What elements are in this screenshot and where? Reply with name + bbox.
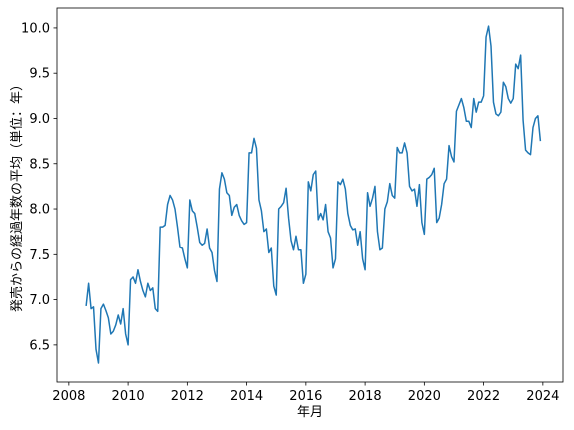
data-line <box>85 25 542 364</box>
y-tick-label: 9.0 <box>29 112 50 127</box>
plot-frame <box>56 7 564 383</box>
x-tick-label: 2014 <box>230 389 263 404</box>
x-tick-label: 2012 <box>171 389 204 404</box>
y-tick-label: 7.5 <box>29 248 50 263</box>
x-axis-label: 年月 <box>297 405 323 420</box>
y-tick-label: 10.0 <box>21 21 50 36</box>
x-tick-label: 2010 <box>112 389 145 404</box>
x-tick-label: 2020 <box>408 389 441 404</box>
y-tick-label: 7.0 <box>29 293 50 308</box>
y-axis-label: 発売からの経過年数の平均（単位：年） <box>9 78 25 312</box>
x-tick-label: 2018 <box>349 389 382 404</box>
x-tick-label: 2022 <box>467 389 500 404</box>
y-tick-label: 9.5 <box>29 67 50 82</box>
y-tick-label: 8.0 <box>29 203 50 218</box>
y-tick-label: 8.5 <box>29 157 50 172</box>
y-tick-label: 6.5 <box>29 338 50 353</box>
x-tick-label: 2008 <box>52 389 85 404</box>
x-tick-label: 2016 <box>289 389 322 404</box>
x-tick-label: 2024 <box>526 389 559 404</box>
